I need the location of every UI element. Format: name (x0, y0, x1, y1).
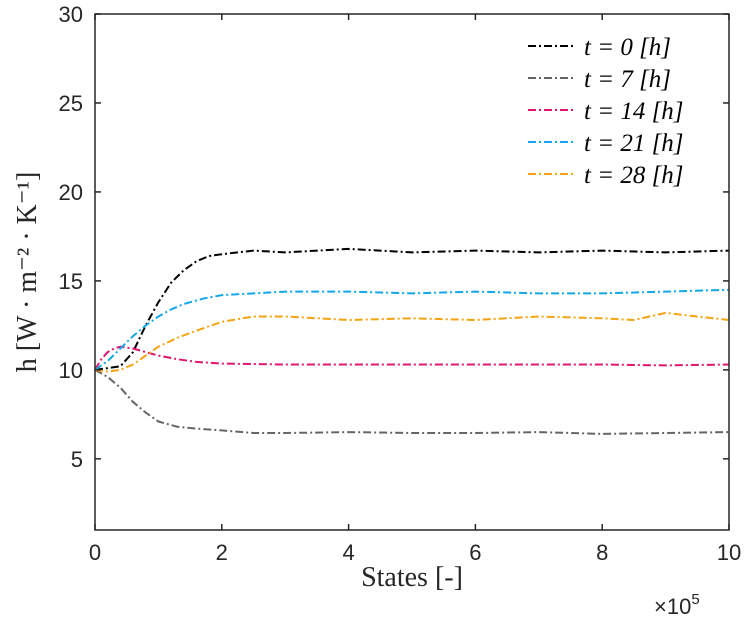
plot-lines (94, 247, 730, 435)
legend-label-3: t = 21 [h] (584, 130, 684, 157)
y-axis-label: h [W · m⁻² · K⁻¹] (12, 172, 43, 373)
series-line-1 (94, 369, 730, 435)
legend-label-2: t = 14 [h] (584, 98, 684, 125)
series-line-3 (94, 288, 730, 371)
x-axis-multiplier: ×105 (654, 591, 700, 619)
x-multiplier-exponent: 5 (691, 591, 699, 608)
plot-frame (94, 13, 730, 531)
x-tick-label: 10 (717, 540, 741, 565)
legend-label-4: t = 28 [h] (584, 162, 684, 189)
series-line-2 (94, 345, 730, 371)
y-tick-label: 25 (59, 91, 83, 116)
x-axis-label: States [-] (361, 562, 463, 593)
y-tick-label: 20 (59, 180, 83, 205)
x-tick-label: 2 (216, 540, 228, 565)
y-tick-label: 5 (71, 447, 83, 472)
y-tick-label: 10 (59, 358, 83, 383)
x-tick-label: 4 (342, 540, 354, 565)
series-line-0 (94, 247, 730, 371)
x-tick-label: 0 (89, 540, 101, 565)
x-multiplier-base: ×10 (654, 594, 691, 619)
x-tick-label: 8 (596, 540, 608, 565)
y-tick-label: 15 (59, 269, 83, 294)
y-tick-label: 30 (59, 2, 83, 27)
legend-label-1: t = 7 [h] (584, 66, 671, 93)
legend-label-0: t = 0 [h] (584, 34, 671, 61)
axis-ticks: 0 2 4 6 8 10 5 10 15 20 25 30 (59, 2, 742, 565)
legend: t = 0 [h] t = 7 [h] t = 14 [h] t = 21 [h] t … (528, 34, 684, 189)
series-line-4 (94, 311, 730, 373)
x-tick-label: 6 (469, 540, 481, 565)
